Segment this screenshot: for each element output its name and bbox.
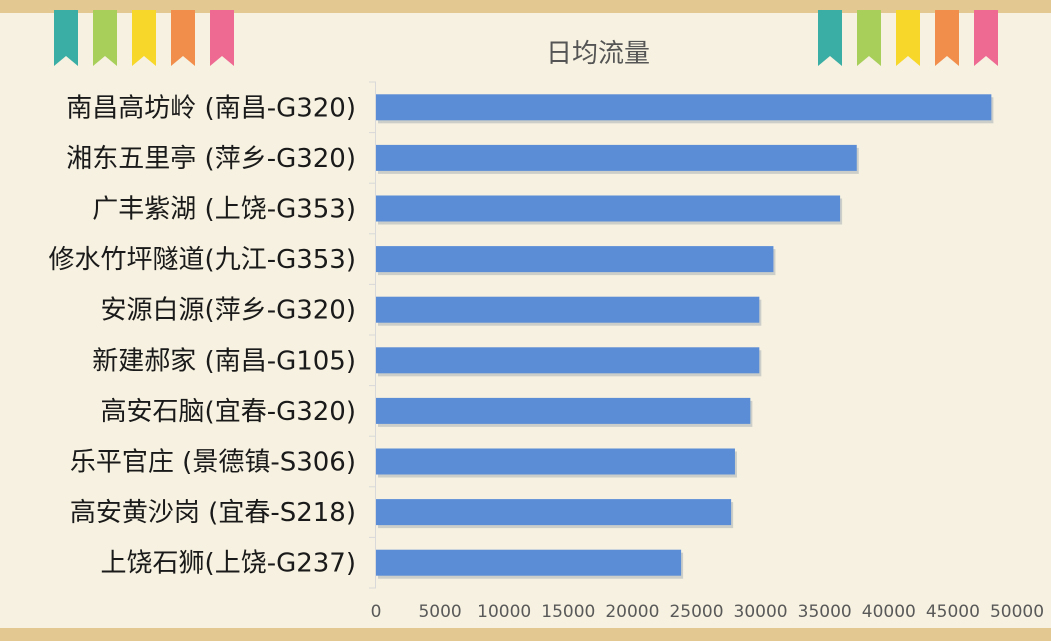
bunting-flag: [132, 10, 156, 66]
x-tick-label: 30000: [734, 602, 788, 622]
bunting-flag: [974, 10, 998, 66]
x-tick-label: 5000: [418, 602, 461, 622]
x-tick-label: 35000: [798, 602, 852, 622]
bunting-flag: [54, 10, 78, 66]
bar: [376, 144, 857, 171]
x-tick-label: 45000: [926, 602, 980, 622]
x-tick-label: 40000: [862, 602, 916, 622]
bar: [376, 549, 682, 576]
x-tick-label: 10000: [477, 602, 531, 622]
category-label: 新建郝家 (南昌-G105): [92, 346, 356, 376]
x-tick-label: 50000: [990, 602, 1044, 622]
category-label: 修水竹坪隧道(九江-G353): [49, 245, 356, 275]
bottom-border-band: [0, 628, 1051, 641]
bar: [376, 195, 841, 222]
x-tick-label: 25000: [669, 602, 723, 622]
bar: [376, 246, 774, 273]
category-label: 广丰紫湖 (上饶-G353): [92, 195, 356, 225]
bar: [376, 296, 760, 323]
x-tick-label: 20000: [605, 602, 659, 622]
bunting-flag: [896, 10, 920, 66]
x-tick-label: 0: [371, 602, 382, 622]
category-label: 乐平官庄 (景德镇-S306): [70, 448, 356, 478]
bunting-flag: [818, 10, 842, 66]
bunting-flag: [171, 10, 195, 66]
x-tick-label: 15000: [541, 602, 595, 622]
bar: [376, 94, 992, 121]
bar: [376, 499, 732, 526]
bunting-flag: [93, 10, 117, 66]
category-label: 高安黄沙岗 (宜春-S218): [70, 498, 356, 528]
bunting-flag: [935, 10, 959, 66]
category-label: 高安石脑(宜春-G320): [101, 397, 356, 427]
chart-title: 日均流量: [545, 39, 650, 69]
bunting-flag: [210, 10, 234, 66]
top-border-band: [0, 0, 1051, 13]
bar: [376, 347, 760, 374]
category-label: 湘东五里亭 (萍乡-G320): [66, 144, 356, 174]
category-label: 上饶石狮(上饶-G237): [101, 549, 356, 579]
category-label: 南昌高坊岭 (南昌-G320): [66, 93, 356, 123]
bar: [376, 448, 735, 475]
category-label: 安源白源(萍乡-G320): [101, 296, 356, 326]
bar: [376, 397, 751, 424]
bunting-flag: [857, 10, 881, 66]
